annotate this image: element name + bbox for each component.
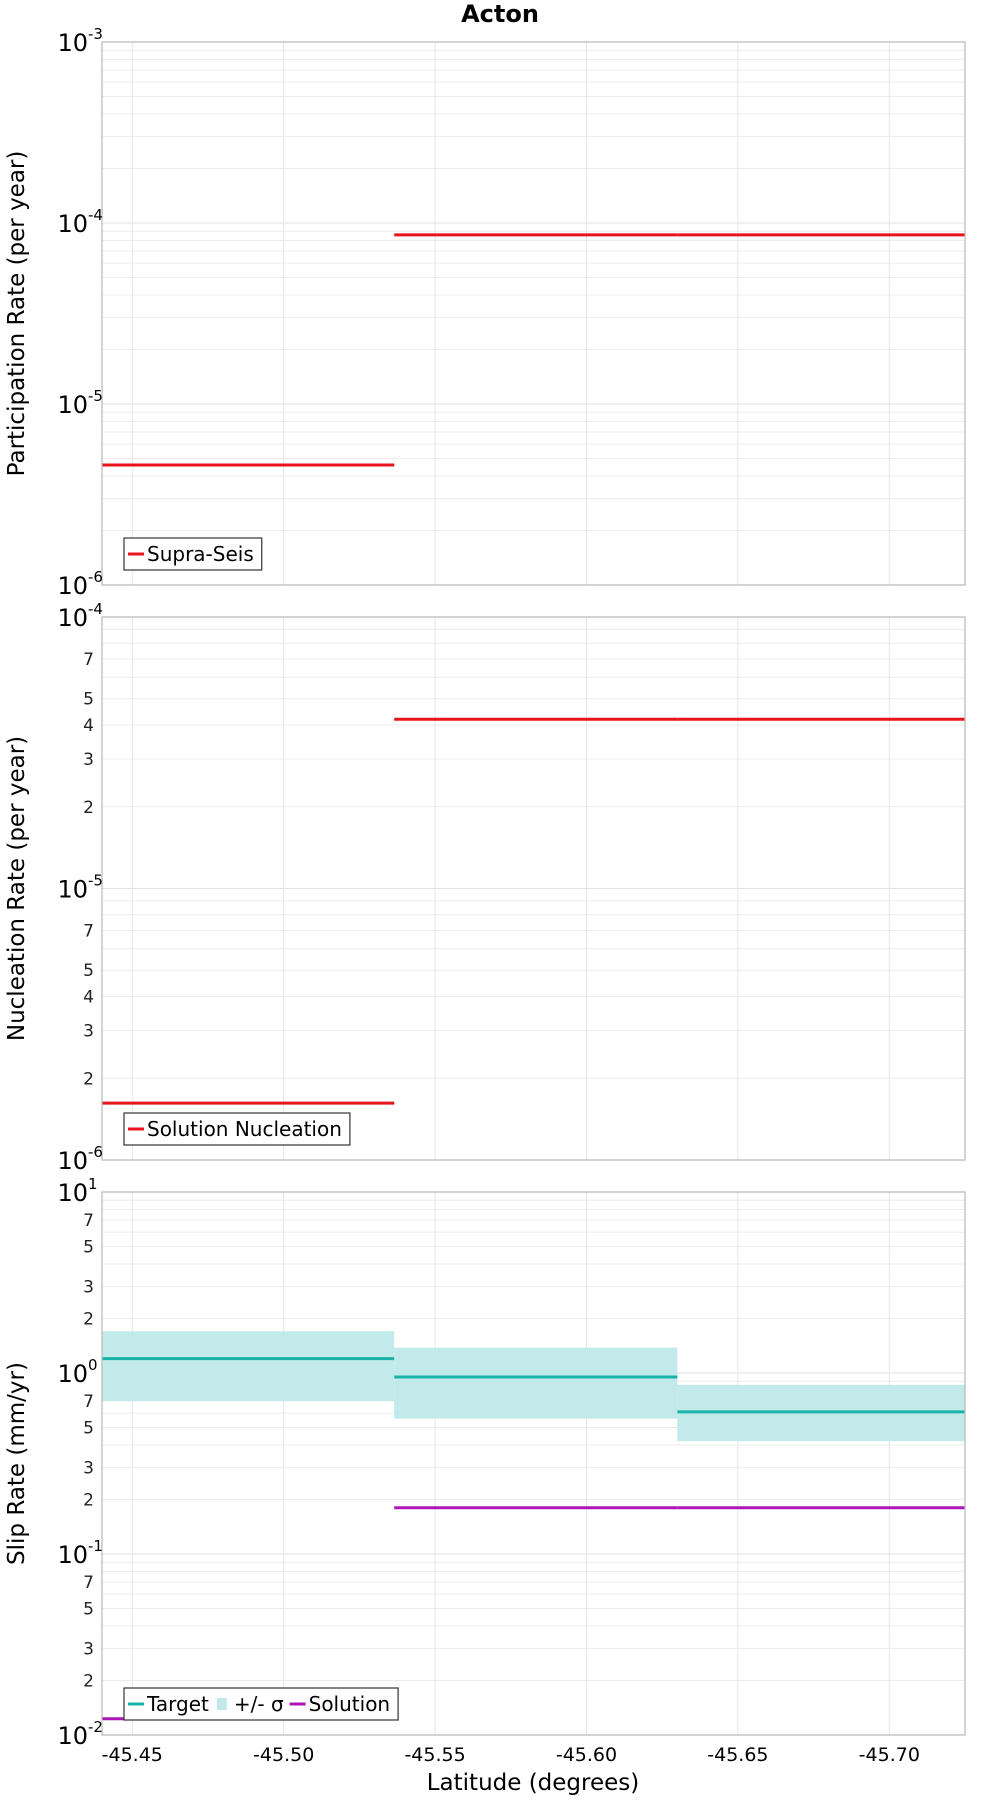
plot-frame bbox=[101, 616, 966, 1161]
band-- bbox=[102, 1331, 965, 1442]
y-tick-label: 10 -6 bbox=[57, 1143, 103, 1175]
y-tick-label: 10 0 bbox=[57, 1356, 97, 1388]
y-tick-label: 10 1 bbox=[57, 1175, 97, 1207]
y-tick-base: 10 bbox=[57, 1179, 88, 1207]
y-minor-tick-label: 3 bbox=[83, 1021, 94, 1041]
y-minor-tick-label: 5 bbox=[83, 1237, 94, 1257]
x-axis-label: Latitude (degrees) bbox=[427, 1770, 640, 1796]
y-tick-base: 10 bbox=[57, 29, 88, 57]
y-tick-exponent: -4 bbox=[88, 600, 103, 618]
plot-area bbox=[102, 1192, 965, 1735]
legend-label: +/- σ bbox=[234, 1692, 284, 1716]
y-tick-exponent: -6 bbox=[88, 568, 103, 586]
plot-frame bbox=[101, 41, 966, 586]
y-minor-tick-label: 3 bbox=[83, 1278, 94, 1298]
y-minor-tick-label: 7 bbox=[83, 650, 94, 670]
y-tick-label: 10 -2 bbox=[57, 1718, 103, 1750]
legend: Solution Nucleation bbox=[123, 1112, 351, 1146]
y-minor-tick-label: 7 bbox=[83, 922, 94, 942]
y-minor-tick-label: 2 bbox=[83, 1310, 94, 1330]
y-tick-base: 10 bbox=[57, 572, 88, 600]
y-tick-base: 10 bbox=[57, 876, 88, 904]
y-axis-label: Participation Rate (per year) bbox=[4, 151, 30, 477]
y-minor-tick-label: 5 bbox=[83, 961, 94, 981]
y-tick-label: 10 -4 bbox=[57, 206, 103, 238]
y-tick-exponent: -5 bbox=[88, 872, 103, 890]
legend-frame bbox=[123, 1687, 399, 1721]
y-tick-base: 10 bbox=[57, 1541, 88, 1569]
y-tick-exponent: -1 bbox=[88, 1537, 103, 1555]
gridlines bbox=[102, 42, 965, 586]
y-tick-label: 10 -6 bbox=[57, 568, 103, 600]
y-axis-label: Slip Rate (mm/yr) bbox=[4, 1362, 30, 1565]
legend: Target +/- σ Solution bbox=[123, 1687, 399, 1721]
y-minor-tick-label: 2 bbox=[83, 798, 94, 818]
y-minor-tick-label: 3 bbox=[83, 1459, 94, 1479]
y-tick-exponent: -6 bbox=[88, 1143, 103, 1161]
y-tick-label: 10 -1 bbox=[57, 1537, 103, 1569]
y-tick-exponent: -5 bbox=[88, 387, 103, 405]
y-tick-base: 10 bbox=[57, 1722, 88, 1750]
y-tick-base: 10 bbox=[57, 1147, 88, 1175]
y-minor-tick-label: 7 bbox=[83, 1211, 94, 1231]
chart-title: Acton bbox=[461, 0, 539, 28]
legend-frame bbox=[123, 1112, 351, 1146]
y-minor-tick-label: 4 bbox=[83, 716, 94, 736]
y-tick-exponent: -4 bbox=[88, 206, 103, 224]
series-target bbox=[102, 1357, 965, 1414]
y-tick-base: 10 bbox=[57, 1360, 88, 1388]
legend-label: Target bbox=[146, 1692, 209, 1716]
x-tick-label: -45.55 bbox=[404, 1744, 465, 1766]
y-minor-tick-label: 3 bbox=[83, 750, 94, 770]
y-tick-label: 10 -4 bbox=[57, 600, 103, 632]
y-minor-tick-label: 2 bbox=[83, 1672, 94, 1692]
legend-swatch bbox=[216, 1698, 227, 1710]
x-tick-label: -45.60 bbox=[556, 1744, 617, 1766]
legend-label: Solution Nucleation bbox=[147, 1117, 342, 1141]
band-segment bbox=[102, 1331, 395, 1402]
y-tick-exponent: -2 bbox=[88, 1718, 103, 1736]
x-tick-label: -45.50 bbox=[253, 1744, 314, 1766]
y-minor-tick-label: 2 bbox=[83, 1069, 94, 1089]
y-minor-tick-label: 5 bbox=[83, 1418, 94, 1438]
series-supra-seis bbox=[102, 233, 965, 467]
y-tick-base: 10 bbox=[57, 391, 88, 419]
x-tick-label: -45.45 bbox=[102, 1744, 163, 1766]
plot-area bbox=[102, 42, 965, 585]
y-minor-tick-label: 3 bbox=[83, 1640, 94, 1660]
y-axis-label: Nucleation Rate (per year) bbox=[4, 736, 30, 1041]
legend: Supra-Seis bbox=[123, 537, 263, 571]
y-tick-label: 10 -5 bbox=[57, 872, 103, 904]
series-solution-nucleation bbox=[102, 717, 965, 1105]
y-minor-tick-label: 7 bbox=[83, 1392, 94, 1412]
y-tick-base: 10 bbox=[57, 210, 88, 238]
plot-frame bbox=[101, 1191, 966, 1736]
legend-frame bbox=[123, 537, 263, 571]
y-minor-tick-label: 2 bbox=[83, 1491, 94, 1511]
y-tick-exponent: 0 bbox=[88, 1356, 98, 1374]
y-tick-base: 10 bbox=[57, 604, 88, 632]
x-tick-label: -45.65 bbox=[707, 1744, 768, 1766]
y-minor-tick-label: 5 bbox=[83, 1599, 94, 1619]
band-segment bbox=[394, 1347, 678, 1419]
x-tick-label: -45.70 bbox=[859, 1744, 920, 1766]
gridlines bbox=[102, 617, 965, 1161]
y-minor-tick-label: 4 bbox=[83, 988, 94, 1008]
y-tick-label: 10 -3 bbox=[57, 25, 103, 57]
legend-label: Supra-Seis bbox=[147, 542, 254, 566]
y-minor-tick-label: 7 bbox=[83, 1573, 94, 1593]
y-tick-label: 10 -5 bbox=[57, 387, 103, 419]
legend-label: Solution bbox=[309, 1692, 390, 1716]
y-tick-exponent: 1 bbox=[88, 1175, 98, 1193]
y-tick-exponent: -3 bbox=[88, 25, 103, 43]
y-minor-tick-label: 5 bbox=[83, 690, 94, 710]
